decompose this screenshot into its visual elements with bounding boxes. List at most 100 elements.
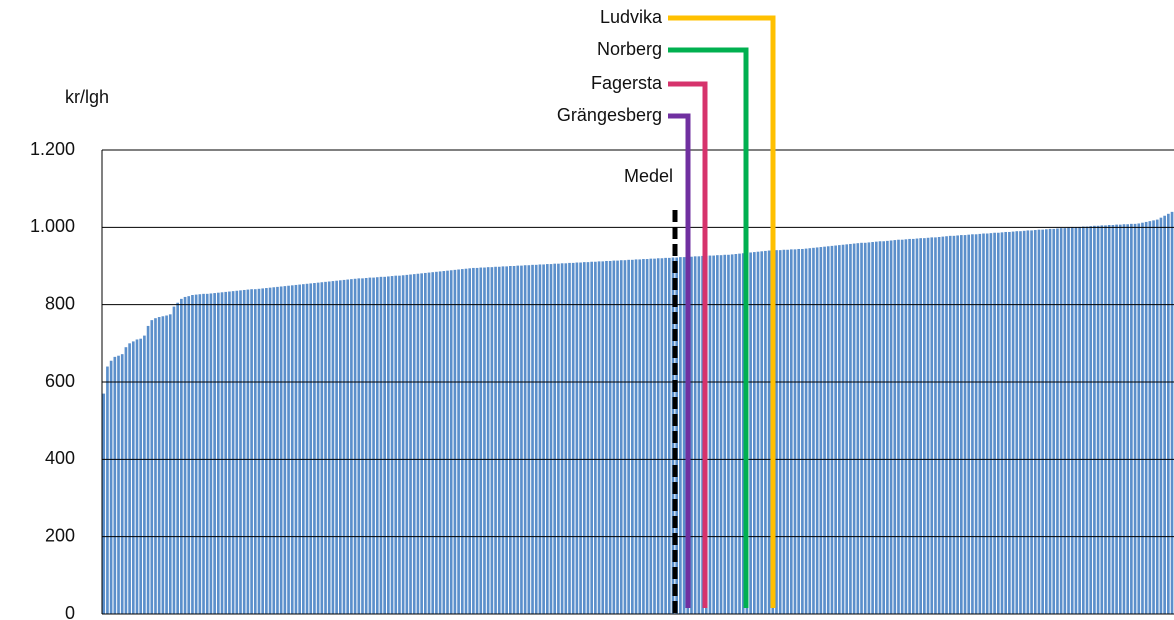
bar <box>719 255 723 614</box>
bar <box>497 266 501 614</box>
bar <box>294 284 298 614</box>
bar <box>911 238 915 614</box>
bar <box>372 277 375 614</box>
bar <box>934 237 937 615</box>
bar <box>852 243 856 614</box>
bar <box>265 288 268 614</box>
annotations: Medel Grängesberg Fagersta Norberg Ludvika <box>557 7 776 614</box>
bar <box>1056 228 1059 614</box>
bar <box>919 238 922 614</box>
bar <box>1011 231 1015 614</box>
bar <box>1081 226 1085 614</box>
bar <box>398 275 401 614</box>
bar <box>412 274 416 614</box>
bar <box>1063 228 1067 614</box>
bar <box>727 254 730 614</box>
bar <box>457 269 460 614</box>
bar <box>653 258 656 614</box>
bar <box>904 239 908 614</box>
bar <box>494 266 497 614</box>
bar <box>1030 230 1033 614</box>
bar <box>815 247 819 614</box>
bar <box>1152 220 1155 614</box>
bar <box>405 274 409 614</box>
y-tick-label: 800 <box>45 293 75 313</box>
bar <box>1107 225 1111 614</box>
bar <box>220 292 224 614</box>
bar <box>379 276 383 614</box>
bar <box>449 270 453 614</box>
bar <box>394 275 398 614</box>
bar <box>283 286 287 614</box>
bar <box>664 257 667 614</box>
bar <box>342 279 346 614</box>
bar <box>320 282 324 614</box>
bar <box>1126 224 1130 615</box>
bar <box>860 242 863 615</box>
bar <box>261 288 265 614</box>
bar <box>253 289 257 614</box>
bar <box>146 325 150 614</box>
bar <box>338 280 342 614</box>
bar <box>542 264 545 614</box>
bar <box>534 264 538 614</box>
annotation-label: Grängesberg <box>557 105 662 125</box>
bar <box>172 306 176 614</box>
bar <box>512 266 516 614</box>
bar <box>420 273 423 614</box>
bar <box>120 354 124 614</box>
bar <box>176 302 179 614</box>
bar <box>290 285 294 614</box>
bar <box>679 257 682 614</box>
bar <box>368 277 372 614</box>
bar <box>486 267 490 614</box>
y-axis-label: kr/lgh <box>65 87 109 107</box>
bar <box>867 242 871 614</box>
bar <box>242 289 246 614</box>
bar <box>874 241 878 614</box>
bar <box>642 259 645 614</box>
bar <box>693 256 697 614</box>
bar <box>1008 231 1011 614</box>
bar <box>143 335 146 614</box>
bar <box>900 239 904 614</box>
bar <box>838 245 841 614</box>
bar <box>1144 221 1148 615</box>
bar <box>616 260 619 614</box>
y-tick-label: 1.200 <box>30 139 75 159</box>
bar <box>202 293 205 614</box>
bar <box>209 293 213 614</box>
bar <box>431 272 435 614</box>
bar <box>387 276 390 614</box>
bar <box>361 278 364 614</box>
bar <box>276 286 279 614</box>
bar <box>250 289 253 614</box>
bar <box>834 245 837 615</box>
bar <box>357 278 361 614</box>
bar <box>915 238 919 614</box>
bar <box>409 274 412 614</box>
bar <box>631 259 634 614</box>
bar <box>1096 225 1100 614</box>
bar <box>453 269 457 614</box>
bar <box>1148 221 1152 614</box>
bar <box>416 273 420 614</box>
bar <box>789 249 793 614</box>
bar <box>974 234 978 614</box>
bar <box>741 253 745 615</box>
bar <box>1118 224 1122 615</box>
bar <box>656 258 660 614</box>
bar <box>804 248 808 614</box>
bar <box>1137 223 1141 614</box>
bar <box>1041 229 1044 615</box>
bar <box>109 360 113 614</box>
bar <box>590 261 594 614</box>
bars <box>102 211 1174 615</box>
bar <box>996 232 1000 614</box>
bar <box>1163 215 1166 614</box>
bar <box>1052 228 1056 614</box>
bar <box>424 272 427 614</box>
bar <box>327 281 331 614</box>
bar <box>135 339 139 614</box>
